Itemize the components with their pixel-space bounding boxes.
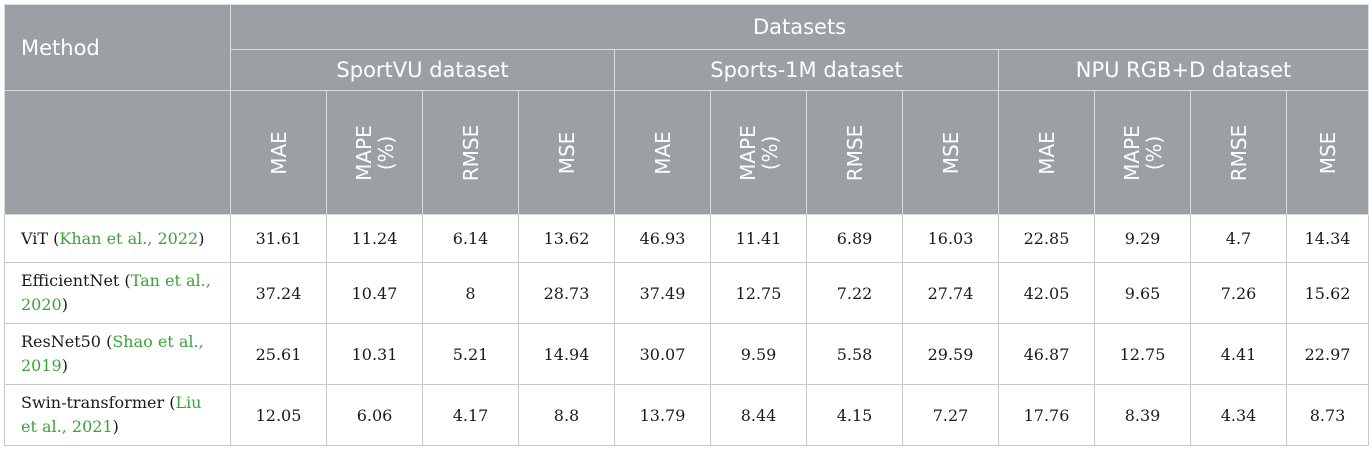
metric-header-label: MAPE (%) [1119,124,1166,181]
value-cell: 25.61 [230,323,327,385]
citation-link[interactable]: Shao et al., 2019 [21,332,204,375]
method-name: ResNet50 [21,332,101,351]
value-cell: 28.73 [518,262,615,324]
metric-header-label: MSE [554,131,579,174]
value-cell: 5.58 [806,323,903,385]
metric-header: MSE [902,90,999,215]
value-cell: 42.05 [998,262,1095,324]
value-cell: 8.73 [1285,384,1370,446]
table-row: ViT (Khan et al., 2022) 31.61 11.24 6.14 13.… [4,214,1370,263]
value-cell: 12.05 [230,384,327,446]
metric-header-label: RMSE [842,124,867,181]
value-cell: 7.27 [902,384,999,446]
value-cell: 4.15 [806,384,903,446]
value-cell: 22.85 [998,214,1095,263]
value-cell: 37.49 [614,262,711,324]
value-cell: 4.34 [1190,384,1287,446]
value-cell: 7.22 [806,262,903,324]
value-cell: 14.94 [518,323,615,385]
metric-header-label: MAE [266,130,291,175]
value-cell: 30.07 [614,323,711,385]
metric-header: MSE [1285,90,1370,215]
method-name: Swin-transformer [21,393,165,412]
metric-header: RMSE [422,90,519,215]
method-cell: Swin-transformer (Liu et al., 2021) [4,384,231,446]
metric-header-label: MAPE (%) [351,124,398,181]
value-cell: 15.62 [1285,262,1370,324]
value-cell: 4.41 [1190,323,1287,385]
metric-header: RMSE [806,90,903,215]
method-name: EfficientNet [21,271,120,290]
value-cell: 9.59 [710,323,807,385]
metric-header: MAPE (%) [326,90,423,215]
metric-header: MAPE (%) [710,90,807,215]
method-name: ViT [21,228,49,248]
value-cell: 31.61 [230,214,327,263]
value-cell: 12.75 [710,262,807,324]
value-cell: 8.44 [710,384,807,446]
metric-header-label: MAE [1034,130,1059,175]
value-cell: 17.76 [998,384,1095,446]
value-cell: 8.39 [1094,384,1191,446]
metric-header: RMSE [1190,90,1287,215]
metric-header: MSE [518,90,615,215]
group-header-npu: NPU RGB+D dataset [997,49,1370,91]
value-cell: 27.74 [902,262,999,324]
table-row: Swin-transformer (Liu et al., 2021) 12.05… [4,384,1370,446]
value-cell: 46.87 [998,323,1095,385]
metric-header: MAPE (%) [1094,90,1191,215]
value-cell: 10.31 [326,323,423,385]
citation-link[interactable]: Tan et al., 2020 [21,271,211,314]
datasets-header: Datasets [229,4,1370,50]
metric-header-label: RMSE [458,124,483,181]
metric-header-label: RMSE [1226,124,1251,181]
value-cell: 13.62 [518,214,615,263]
metric-header-label: MSE [1315,131,1340,174]
metric-header: MAE [230,90,327,215]
value-cell: 16.03 [902,214,999,263]
value-cell: 6.06 [326,384,423,446]
value-cell: 22.97 [1285,323,1370,385]
results-table: Method Datasets SportVU dataset Sports-1… [4,4,1370,446]
value-cell: 4.17 [422,384,519,446]
value-cell: 6.14 [422,214,519,263]
value-cell: 4.7 [1190,214,1287,263]
citation-link[interactable]: Khan et al., 2022 [59,228,199,248]
metric-header: MAE [998,90,1095,215]
group-header-sportvu: SportVU dataset [230,49,615,91]
value-cell: 12.75 [1094,323,1191,385]
value-cell: 6.89 [806,214,903,263]
metric-header-label: MAE [650,130,675,175]
metric-header-spacer [4,90,231,215]
table-row: EfficientNet (Tan et al., 2020) 37.24 10.4… [4,262,1370,324]
value-cell: 11.24 [326,214,423,263]
value-cell: 8.8 [518,384,615,446]
method-cell: EfficientNet (Tan et al., 2020) [4,262,231,324]
value-cell: 7.26 [1190,262,1287,324]
value-cell: 13.79 [614,384,711,446]
metric-header-label: MSE [938,131,963,174]
metric-header-label: MAPE (%) [735,124,782,181]
value-cell: 9.29 [1094,214,1191,263]
value-cell: 8 [422,262,519,324]
value-cell: 29.59 [902,323,999,385]
value-cell: 37.24 [230,262,327,324]
metric-header: MAE [614,90,711,215]
value-cell: 11.41 [710,214,807,263]
value-cell: 10.47 [326,262,423,324]
value-cell: 9.65 [1094,262,1191,324]
citation-link[interactable]: Liu et al., 2021 [21,393,202,436]
value-cell: 14.34 [1285,214,1370,263]
value-cell: 5.21 [422,323,519,385]
method-cell: ResNet50 (Shao et al., 2019) [4,323,231,385]
table-row: ResNet50 (Shao et al., 2019) 25.61 10.31 5.… [4,323,1370,385]
value-cell: 46.93 [614,214,711,263]
method-cell: ViT (Khan et al., 2022) [4,214,231,263]
group-header-sports1m: Sports-1M dataset [614,49,999,91]
method-header: Method [4,4,231,91]
